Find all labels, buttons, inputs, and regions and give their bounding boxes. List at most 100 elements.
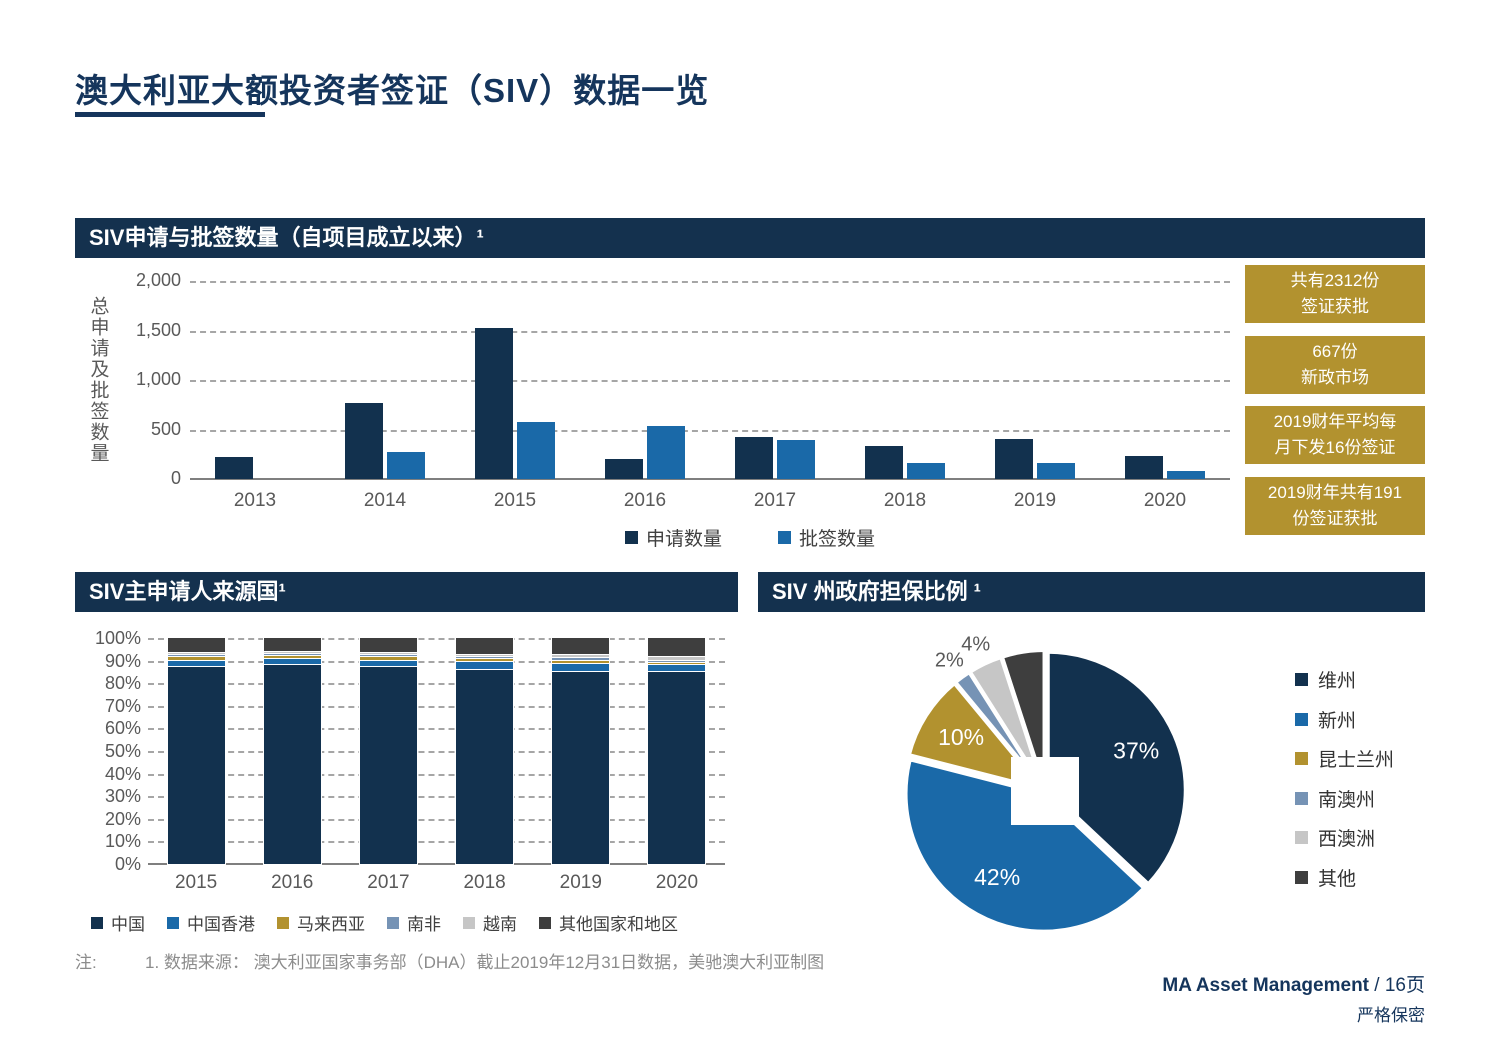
legend-swatch bbox=[1295, 831, 1308, 845]
segment-其他国家和地区-2020 bbox=[647, 637, 707, 659]
bar-group-2019 bbox=[970, 281, 1100, 479]
bar-申请数量-2016 bbox=[605, 459, 643, 479]
legend-label: 批签数量 bbox=[799, 529, 876, 550]
y-tick-label: 10% bbox=[104, 831, 141, 852]
footer: MA Asset Management / 16页 严格保密 bbox=[1162, 970, 1425, 1026]
callout-new-policy: 667份 新政市场 bbox=[1245, 336, 1425, 394]
segment-中国香港-2016 bbox=[262, 658, 322, 667]
bar-申请数量-2018 bbox=[865, 446, 903, 479]
y-tick-label: 50% bbox=[104, 741, 141, 761]
legend-item-南非: 南非 bbox=[387, 910, 441, 935]
bar-group-2018 bbox=[840, 281, 970, 479]
segment-其他国家和地区-2018 bbox=[455, 637, 515, 656]
legend-item-申请数量: 申请数量 bbox=[624, 524, 722, 551]
x-label-2019: 2019 bbox=[1013, 490, 1057, 511]
bar-group-2014 bbox=[320, 281, 450, 479]
callout-fy2019-total: 2019财年共有191 份签证获批 bbox=[1245, 477, 1425, 535]
segment-越南-2019 bbox=[551, 653, 611, 660]
chart3-panel: SIV 州政府担保比例 ¹ 37% 42% 10% 2% 4% 维州 新州 昆士兰州 南澳州西… bbox=[758, 572, 1425, 952]
x-label-2018: 2018 bbox=[463, 872, 506, 893]
bar-group-2013 bbox=[190, 281, 320, 479]
y-tick-label: 30% bbox=[104, 786, 141, 807]
gridline bbox=[148, 683, 725, 686]
legend-swatch bbox=[539, 916, 551, 929]
chart2-x-axis-line bbox=[148, 863, 725, 865]
legend-item-中国: 中国 bbox=[91, 910, 145, 935]
gridline bbox=[190, 330, 1230, 333]
y-tick-label: 80% bbox=[104, 673, 141, 694]
pie-slice-维州 bbox=[1045, 649, 1188, 888]
stacked-group-2015 bbox=[148, 637, 244, 865]
stacked-bar-2017 bbox=[358, 637, 418, 865]
chart1-header: SIV申请与批签数量（自项目成立以来）¹ bbox=[75, 218, 1425, 258]
gridline bbox=[148, 841, 725, 844]
legend-swatch bbox=[1295, 673, 1308, 687]
segment-马来西亚-2016 bbox=[262, 654, 322, 661]
stacked-bar-2019 bbox=[551, 637, 611, 866]
stacked-bar-2015 bbox=[166, 637, 226, 865]
segment-中国-2017 bbox=[358, 666, 418, 865]
legend-swatch bbox=[778, 531, 791, 544]
segment-中国香港-2015 bbox=[166, 659, 226, 669]
chart1-title: SIV申请与批签数量（自项目成立以来）¹ bbox=[89, 225, 484, 250]
legend-swatch bbox=[1295, 712, 1308, 726]
legend-item-批签数量: 批签数量 bbox=[778, 524, 875, 551]
gridline bbox=[190, 281, 1230, 283]
page-title: 澳大利亚大额投资者签证（SIV）数据一览 bbox=[75, 72, 710, 109]
legend-item-越南: 越南 bbox=[463, 910, 517, 935]
chart2-title: SIV主申请人来源国¹ bbox=[89, 579, 286, 604]
segment-越南-2020 bbox=[647, 656, 707, 662]
chart1-panel: SIV申请与批签数量（自项目成立以来）¹ 总申请及批签数量 0 500 1,000 1… bbox=[75, 218, 1425, 558]
bar-groups bbox=[190, 281, 1230, 479]
x-label-2015: 2015 bbox=[493, 490, 537, 511]
bar-批签数量-2020 bbox=[1167, 470, 1205, 479]
segment-南非-2019 bbox=[551, 657, 611, 662]
bar-申请数量-2017 bbox=[735, 437, 773, 479]
chart2-x-axis-labels: 2015 2016 2017 2018 2019 2020 bbox=[148, 872, 725, 894]
callout-monthly-average: 2019财年平均每 月下发16份签证 bbox=[1245, 406, 1425, 464]
chart2-legend: 中国 中国香港 马来西亚 南非 越南 其他国家和地区 bbox=[91, 910, 678, 935]
pie-label-昆士兰州: 10% bbox=[938, 724, 984, 750]
stacked-bar-2020 bbox=[647, 637, 707, 866]
segment-南非-2015 bbox=[166, 653, 226, 659]
y-tick-label: 1,500 bbox=[135, 319, 181, 340]
segment-中国-2020 bbox=[647, 670, 707, 866]
legend-item-新州: 新州 bbox=[1295, 700, 1394, 740]
segment-越南-2017 bbox=[358, 651, 418, 657]
legend-swatch bbox=[463, 916, 475, 929]
legend-label: 申请数量 bbox=[645, 529, 722, 550]
legend-item-维州: 维州 bbox=[1295, 660, 1394, 700]
x-label-2018: 2018 bbox=[883, 490, 927, 511]
chart2-panel: SIV主申请人来源国¹ 0% 10% 20% 30% 40% 50% 60% 70% 80% 90… bbox=[75, 572, 738, 952]
legend-label: 西澳洲 bbox=[1318, 829, 1376, 851]
bar-批签数量-2014 bbox=[387, 452, 425, 479]
segment-马来西亚-2020 bbox=[647, 661, 707, 667]
gridline bbox=[148, 660, 725, 663]
legend-item-中国香港: 中国香港 bbox=[167, 910, 255, 935]
bar-批签数量-2015 bbox=[517, 421, 555, 479]
x-label-2013: 2013 bbox=[233, 490, 277, 511]
bar-group-2015 bbox=[450, 281, 580, 479]
legend-label: 越南 bbox=[483, 915, 517, 934]
bar-申请数量-2013 bbox=[215, 457, 253, 479]
segment-南非-2017 bbox=[358, 653, 418, 659]
chart2-y-axis-ticks: 0% 10% 20% 30% 40% 50% 60% 70% 80% 90% 100% bbox=[75, 572, 141, 952]
chart2-plot-area bbox=[148, 637, 725, 866]
legend-swatch bbox=[624, 531, 638, 544]
legend-swatch bbox=[167, 916, 179, 929]
gridline bbox=[148, 773, 725, 776]
gridline bbox=[190, 380, 1230, 382]
x-label-2020: 2020 bbox=[655, 872, 699, 893]
legend-label: 昆士兰州 bbox=[1318, 750, 1395, 772]
y-tick-label: 2,000 bbox=[135, 270, 181, 290]
segment-其他国家和地区-2017 bbox=[358, 637, 418, 654]
pie-label-西澳洲: 4% bbox=[961, 634, 990, 656]
legend-label: 其他 bbox=[1318, 868, 1357, 890]
y-tick-label: 20% bbox=[104, 808, 141, 829]
y-tick-label: 500 bbox=[150, 418, 181, 439]
y-tick-label: 70% bbox=[104, 695, 141, 716]
note-label: 注: bbox=[75, 953, 97, 972]
segment-中国-2015 bbox=[166, 666, 226, 865]
segment-中国香港-2018 bbox=[455, 660, 515, 671]
pie-label-新州: 42% bbox=[974, 864, 1020, 890]
